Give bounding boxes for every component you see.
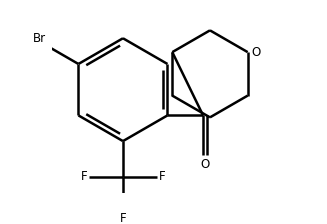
Text: F: F [120, 212, 126, 224]
Text: O: O [251, 46, 261, 59]
Text: F: F [159, 170, 165, 183]
Text: Br: Br [32, 32, 46, 45]
Text: O: O [200, 158, 210, 171]
Text: F: F [81, 170, 87, 183]
